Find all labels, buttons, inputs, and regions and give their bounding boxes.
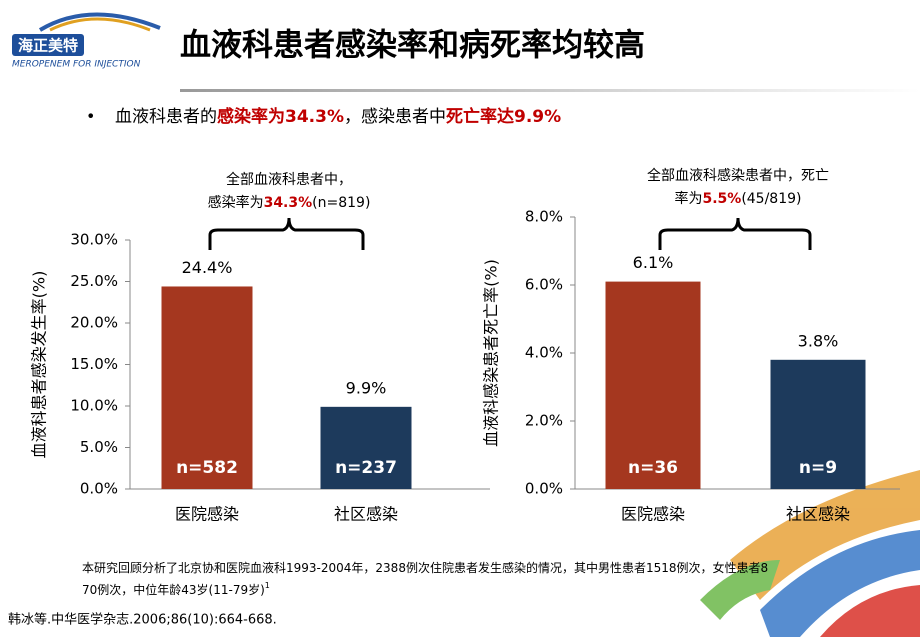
text-segment: 34.3%: [264, 195, 313, 211]
y-axis-label: 血液科患者感染发生率(%): [30, 271, 49, 459]
sample-label: n=582: [176, 458, 238, 478]
footnote: 本研究回顾分析了北京协和医院血液科1993-2004年，2388例次住院患者发生…: [82, 560, 768, 597]
annotation: 率为5.5%(45/819): [674, 190, 801, 207]
value-label: 3.8%: [798, 331, 839, 350]
x-tick-label: 医院感染: [621, 505, 685, 524]
decoration: [700, 470, 920, 637]
text-segment: 5.5%: [702, 191, 741, 207]
bar: [320, 406, 412, 489]
text-segment: 死亡率达9.9%: [446, 106, 561, 127]
logo-subtitle: MEROPENEM FOR INJECTION: [12, 60, 141, 70]
bar: [161, 286, 253, 489]
y-tick-label: 5.0%: [80, 438, 118, 456]
citation: 韩冰等.中华医学杂志.2006;86(10):664-668.: [8, 612, 277, 628]
y-tick-label: 25.0%: [70, 272, 118, 290]
bracket: [658, 217, 812, 250]
value-label: 6.1%: [633, 253, 674, 272]
value-label: 24.4%: [182, 258, 233, 277]
y-tick-label: 15.0%: [70, 355, 118, 373]
sample-label: n=237: [335, 458, 397, 478]
y-tick-label: 20.0%: [70, 314, 118, 332]
text-segment: 感染率为34.3%: [217, 106, 344, 127]
header-rule: [180, 89, 920, 92]
text-segment: ，感染患者中: [344, 107, 446, 127]
bullet-dot: •: [86, 107, 95, 126]
text-segment: (n=819): [312, 195, 370, 211]
bullet-text: 血液科患者的感染率为34.3%，感染患者中死亡率达9.9%: [115, 106, 561, 127]
y-tick-label: 4.0%: [525, 344, 563, 362]
value-label: 9.9%: [346, 378, 387, 397]
bar: [605, 281, 701, 489]
slide-title: 血液科患者感染率和病死率均较高: [180, 28, 645, 64]
logo-text: 海正美特: [18, 37, 78, 55]
sample-label: n=9: [799, 458, 837, 478]
text-segment: 全部血液科感染患者中，死亡: [647, 167, 829, 184]
annotation: 全部血液科患者中，: [226, 171, 352, 188]
annotation: 全部血液科感染患者中，死亡: [647, 167, 829, 184]
text-segment: (45/819): [741, 191, 801, 207]
text-segment: 血液科患者的: [115, 107, 217, 127]
footnote-line: 本研究回顾分析了北京协和医院血液科1993-2004年，2388例次住院患者发生…: [82, 560, 768, 575]
x-tick-label: 社区感染: [334, 505, 398, 524]
y-axis-label: 血液科感染患者死亡率(%): [482, 259, 501, 447]
y-tick-label: 10.0%: [70, 397, 118, 415]
y-tick-label: 30.0%: [70, 231, 118, 249]
bar: [770, 359, 866, 489]
footnote-line: 70例次，中位年龄43岁(11-79岁): [82, 582, 265, 597]
text-segment: 率为: [674, 190, 702, 207]
y-tick-label: 2.0%: [525, 412, 563, 430]
annotation: 感染率为34.3%(n=819): [208, 194, 371, 211]
y-tick-label: 0.0%: [525, 480, 563, 498]
y-tick-label: 0.0%: [80, 480, 118, 498]
logo: 海正美特 MEROPENEM FOR INJECTION: [12, 12, 161, 70]
y-tick-label: 8.0%: [525, 208, 563, 226]
footnote-ref: 1: [265, 581, 270, 590]
bracket: [208, 217, 365, 250]
text-segment: 感染率为: [208, 194, 264, 211]
x-tick-label: 医院感染: [175, 505, 239, 524]
text-segment: 全部血液科患者中，: [226, 171, 352, 188]
sample-label: n=36: [628, 458, 678, 478]
y-tick-label: 6.0%: [525, 276, 563, 294]
x-tick-label: 社区感染: [786, 505, 850, 524]
